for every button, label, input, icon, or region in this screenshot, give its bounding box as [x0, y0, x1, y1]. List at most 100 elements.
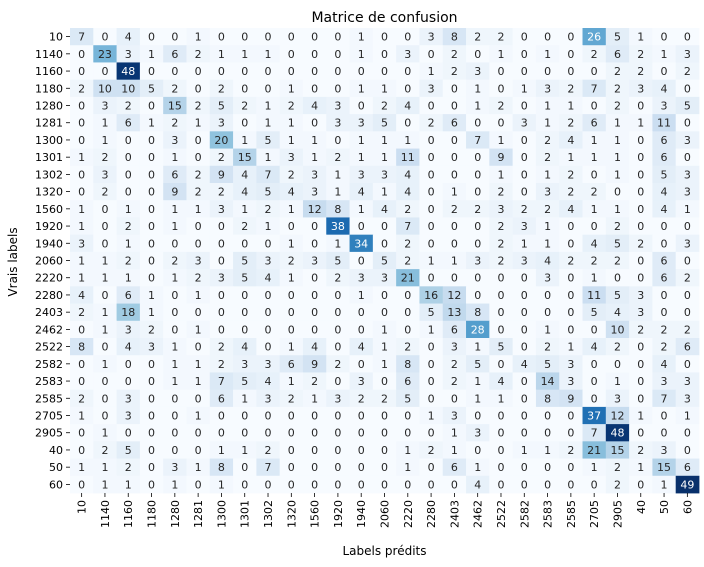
cell-value: 7 — [78, 31, 85, 44]
heatmap-cell — [605, 114, 630, 132]
heatmap-cell — [535, 355, 560, 373]
cell-value: 4 — [591, 237, 598, 250]
cell-value: 2 — [451, 48, 458, 61]
cell-value: 2 — [591, 186, 598, 199]
heatmap-cell — [116, 183, 141, 201]
cell-value: 5 — [684, 100, 691, 113]
cell-value: 1 — [614, 151, 621, 164]
heatmap-cell — [256, 389, 281, 408]
heatmap-cell — [326, 269, 350, 287]
heatmap-cell — [419, 234, 444, 253]
cell-value: 2 — [404, 255, 411, 268]
heatmap-cell — [442, 475, 467, 494]
heatmap-cell — [139, 45, 164, 63]
heatmap-cell — [70, 234, 94, 253]
heatmap-cell — [209, 475, 234, 494]
cell-value: 2 — [404, 237, 411, 250]
cell-value: 1 — [241, 134, 248, 147]
cell-value: 0 — [637, 220, 644, 233]
heatmap-cell — [605, 441, 630, 459]
cell-value: 0 — [684, 151, 691, 164]
cell-value: 0 — [614, 358, 621, 371]
cell-value: 4 — [265, 375, 272, 388]
cell-value: 1 — [358, 134, 365, 147]
heatmap-cell — [163, 251, 187, 270]
heatmap-cell — [582, 79, 607, 98]
heatmap-cell — [582, 62, 607, 81]
heatmap-cell — [442, 45, 467, 63]
cell-value: 2 — [637, 65, 644, 78]
heatmap-cell — [186, 303, 211, 322]
heatmap-cell — [466, 389, 490, 408]
heatmap-cell — [466, 269, 490, 287]
y-tick-label: 2522 — [35, 341, 63, 354]
cell-value: 0 — [218, 237, 225, 250]
heatmap-cell — [349, 28, 374, 46]
cell-value: 0 — [125, 186, 132, 199]
cell-value: 9 — [497, 151, 504, 164]
heatmap-cell — [349, 424, 374, 442]
heatmap-cell — [349, 96, 374, 115]
heatmap-cell — [70, 372, 94, 391]
heatmap-cell — [93, 372, 117, 391]
cell-value: 3 — [404, 48, 411, 61]
x-tick-label: 2060 — [379, 500, 392, 528]
heatmap-cell — [559, 28, 583, 46]
x-tick-label: 1301 — [239, 500, 252, 528]
heatmap-cell — [326, 165, 350, 184]
heatmap-cell — [396, 165, 420, 184]
heatmap-cell — [442, 424, 467, 442]
cell-value: 0 — [544, 31, 551, 44]
heatmap-cell — [209, 79, 234, 98]
heatmap-cell — [512, 165, 537, 184]
heatmap-cell — [139, 475, 164, 494]
cell-value: 0 — [451, 478, 458, 491]
heatmap-cell — [652, 200, 677, 218]
cell-value: 1 — [78, 255, 85, 268]
heatmap-cell — [396, 406, 420, 425]
heatmap-cell — [396, 200, 420, 218]
cell-value: 5 — [614, 31, 621, 44]
cell-value: 0 — [218, 220, 225, 233]
cell-value: 1 — [334, 186, 341, 199]
heatmap-cell — [256, 424, 281, 442]
heatmap-cell — [442, 286, 467, 304]
heatmap-cell — [116, 441, 141, 459]
heatmap-cell — [419, 165, 444, 184]
cell-value: 1 — [195, 203, 202, 216]
cell-value: 1 — [474, 461, 481, 474]
cell-value: 0 — [358, 100, 365, 113]
cell-value: 1 — [195, 31, 202, 44]
cell-value: 2 — [125, 100, 132, 113]
heatmap-cell — [675, 406, 700, 425]
heatmap-cell — [163, 165, 187, 184]
cell-value: 1 — [544, 100, 551, 113]
heatmap-cell — [372, 355, 397, 373]
cell-value: 4 — [358, 341, 365, 354]
cell-value: 0 — [311, 461, 318, 474]
cell-value: 0 — [195, 444, 202, 457]
cell-value: 0 — [474, 151, 481, 164]
cell-value: 1 — [404, 444, 411, 457]
cell-value: 2 — [78, 306, 85, 319]
cell-value: 0 — [311, 427, 318, 440]
cell-value: 6 — [171, 168, 178, 181]
heatmap-cell — [116, 131, 141, 149]
heatmap-cell — [186, 165, 211, 184]
x-tick-label: 1320 — [285, 500, 298, 528]
cell-value: 2 — [171, 82, 178, 95]
heatmap-cell — [675, 200, 700, 218]
cell-value: 0 — [591, 323, 598, 336]
cell-value: 0 — [241, 82, 248, 95]
heatmap-cell — [652, 320, 677, 339]
heatmap-cell — [442, 406, 467, 425]
cell-value: 0 — [567, 237, 574, 250]
cell-value: 9 — [311, 358, 318, 371]
heatmap-cell — [163, 372, 187, 391]
cell-value: 0 — [521, 272, 528, 285]
heatmap-cell — [163, 355, 187, 373]
y-tick-label: 1160 — [35, 65, 63, 78]
heatmap-cell — [372, 45, 397, 63]
heatmap-cell — [186, 234, 211, 253]
y-tick-label: 2582 — [35, 358, 63, 371]
